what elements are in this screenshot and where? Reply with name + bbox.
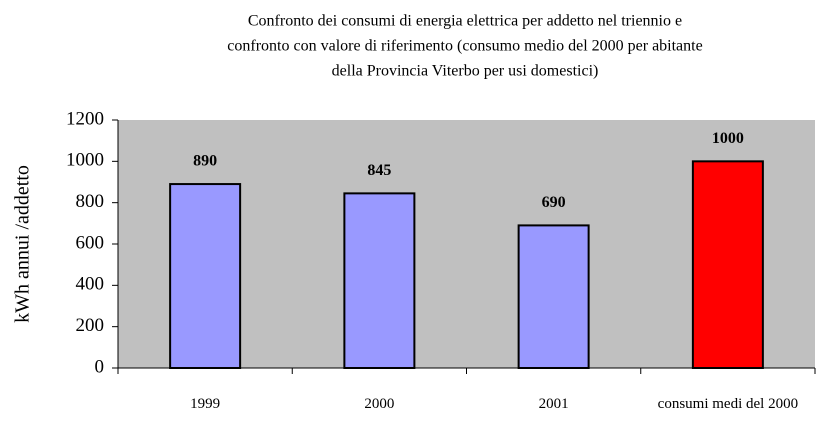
chart-title: confronto con valore di riferimento (con… <box>227 38 702 55</box>
bar <box>343 192 416 369</box>
chart-title: della Provincia Viterbo per usi domestic… <box>332 63 599 80</box>
bar <box>691 160 764 369</box>
x-tick-label: consumi medi del 2000 <box>658 396 798 412</box>
chart-title: Confronto dei consumi di energia elettri… <box>248 13 682 30</box>
bar <box>517 224 590 369</box>
value-label: 845 <box>367 162 391 179</box>
x-tick-label: 2001 <box>539 396 569 412</box>
y-tick-label: 600 <box>76 232 105 253</box>
y-tick-label: 200 <box>76 315 105 336</box>
y-tick-label: 0 <box>95 356 105 377</box>
y-tick-label: 400 <box>76 274 105 295</box>
bar <box>169 183 242 369</box>
value-label: 890 <box>193 153 217 170</box>
y-tick-label: 1000 <box>66 150 104 171</box>
x-tick-label: 1999 <box>190 396 220 412</box>
value-label: 1000 <box>712 130 744 147</box>
y-tick-label: 800 <box>76 191 105 212</box>
value-label: 690 <box>542 194 566 211</box>
x-tick-label: 2000 <box>364 396 394 412</box>
y-tick-label: 1200 <box>66 108 104 129</box>
y-axis-label: kWh annui /addetto <box>12 165 34 323</box>
